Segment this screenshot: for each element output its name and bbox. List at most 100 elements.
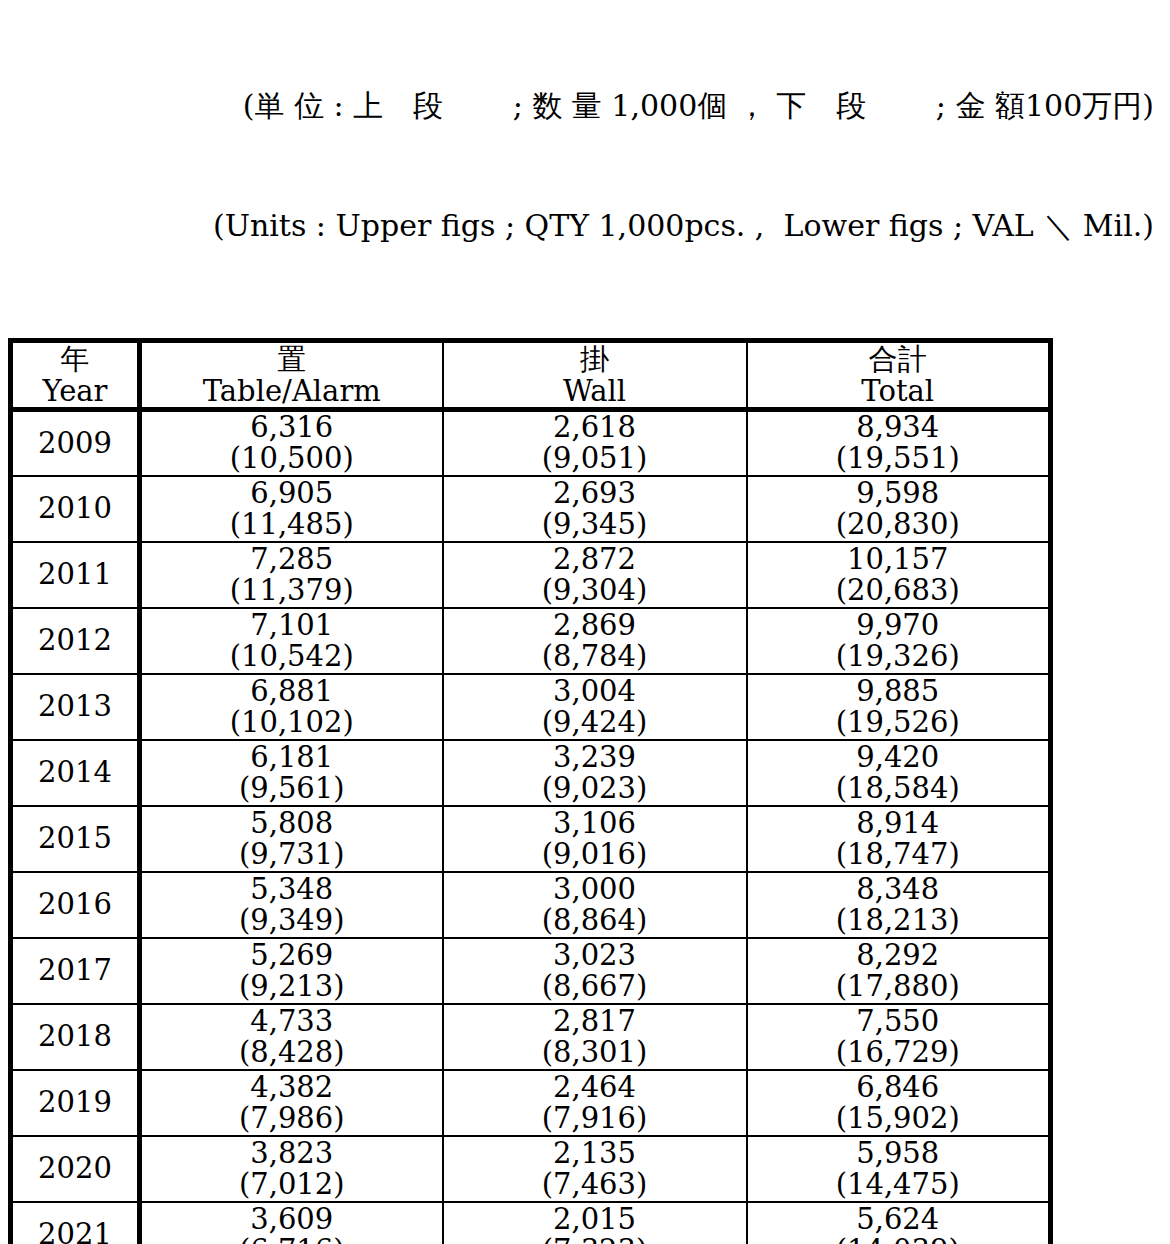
year-cell: 2016 (11, 872, 140, 938)
val-value: (8,428) (142, 1037, 442, 1068)
val-value: (8,667) (444, 971, 746, 1002)
val-value: (8,301) (444, 1037, 746, 1068)
val-value: (6,716) (142, 1235, 442, 1244)
year-cell: 2009 (11, 410, 140, 476)
val-value: (19,326) (748, 641, 1049, 672)
table-alarm-cell: 4,382(7,986) (140, 1070, 443, 1136)
clock-shipments-table: 年 Year 置 Table/Alarm 掛 Wall 合計 Total 200… (8, 338, 1053, 1244)
wall-cell: 3,023(8,667) (443, 938, 747, 1004)
qty-value: 2,464 (444, 1072, 746, 1103)
val-value: (8,784) (444, 641, 746, 672)
wall-cell: 2,464(7,916) (443, 1070, 747, 1136)
qty-value: 5,269 (142, 940, 442, 971)
wall-cell: 2,135(7,463) (443, 1136, 747, 1202)
table-row: 20146,181(9,561)3,239(9,023)9,420(18,584… (11, 740, 1051, 806)
table-alarm-cell: 3,823(7,012) (140, 1136, 443, 1202)
units-note-english: (Units : Upper figs ; QTY 1,000pcs. , Lo… (0, 206, 1154, 246)
qty-value: 6,846 (748, 1072, 1049, 1103)
table-row: 20175,269(9,213)3,023(8,667)8,292(17,880… (11, 938, 1051, 1004)
table-body: 20096,316(10,500)2,618(9,051)8,934(19,55… (11, 410, 1051, 1244)
qty-value: 3,106 (444, 808, 746, 839)
units-note: (単 位 : 上 段 ; 数 量 1,000個 ， 下 段 ; 金 額100万円… (0, 0, 1170, 330)
val-value: (9,424) (444, 707, 746, 738)
total-cell: 6,846(15,902) (747, 1070, 1051, 1136)
qty-value: 8,348 (748, 874, 1049, 905)
table-row: 20106,905(11,485)2,693(9,345)9,598(20,83… (11, 476, 1051, 542)
val-value: (18,213) (748, 905, 1049, 936)
table-alarm-cell: 3,609(6,716) (140, 1202, 443, 1244)
qty-value: 3,004 (444, 676, 746, 707)
year-cell: 2010 (11, 476, 140, 542)
qty-value: 2,817 (444, 1006, 746, 1037)
table-alarm-cell: 6,905(11,485) (140, 476, 443, 542)
col-header-total-en: Total (748, 375, 1049, 407)
total-cell: 9,598(20,830) (747, 476, 1051, 542)
total-cell: 5,958(14,475) (747, 1136, 1051, 1202)
val-value: (18,584) (748, 773, 1049, 804)
col-header-total: 合計 Total (747, 341, 1051, 410)
qty-value: 3,023 (444, 940, 746, 971)
year-cell: 2013 (11, 674, 140, 740)
col-header-table-alarm: 置 Table/Alarm (140, 341, 443, 410)
val-value: (9,023) (444, 773, 746, 804)
col-header-year: 年 Year (11, 341, 140, 410)
val-value: (18,747) (748, 839, 1049, 870)
table-row: 20194,382(7,986)2,464(7,916)6,846(15,902… (11, 1070, 1051, 1136)
year-cell: 2018 (11, 1004, 140, 1070)
qty-value: 6,181 (142, 742, 442, 773)
table-row: 20155,808(9,731)3,106(9,016)8,914(18,747… (11, 806, 1051, 872)
qty-value: 9,885 (748, 676, 1049, 707)
val-value: (10,500) (142, 443, 442, 474)
qty-value: 7,285 (142, 544, 442, 575)
qty-value: 7,550 (748, 1006, 1049, 1037)
val-value: (11,379) (142, 575, 442, 606)
qty-value: 6,905 (142, 478, 442, 509)
table-row: 20136,881(10,102)3,004(9,424)9,885(19,52… (11, 674, 1051, 740)
val-value: (14,039) (748, 1235, 1049, 1244)
val-value: (9,349) (142, 905, 442, 936)
total-cell: 8,914(18,747) (747, 806, 1051, 872)
qty-value: 7,101 (142, 610, 442, 641)
col-header-wall-en: Wall (444, 375, 746, 407)
val-value: (10,542) (142, 641, 442, 672)
qty-value: 2,135 (444, 1138, 746, 1169)
table-header: 年 Year 置 Table/Alarm 掛 Wall 合計 Total (11, 341, 1051, 410)
qty-value: 3,000 (444, 874, 746, 905)
wall-cell: 3,239(9,023) (443, 740, 747, 806)
wall-cell: 2,869(8,784) (443, 608, 747, 674)
val-value: (9,731) (142, 839, 442, 870)
total-cell: 8,292(17,880) (747, 938, 1051, 1004)
col-header-total-jp: 合計 (748, 343, 1049, 375)
year-cell: 2011 (11, 542, 140, 608)
year-cell: 2012 (11, 608, 140, 674)
qty-value: 3,823 (142, 1138, 442, 1169)
val-value: (9,051) (444, 443, 746, 474)
year-cell: 2021 (11, 1202, 140, 1244)
wall-cell: 2,872(9,304) (443, 542, 747, 608)
qty-value: 3,609 (142, 1204, 442, 1235)
total-cell: 7,550(16,729) (747, 1004, 1051, 1070)
col-header-year-jp: 年 (13, 343, 137, 375)
qty-value: 8,292 (748, 940, 1049, 971)
total-cell: 8,934(19,551) (747, 410, 1051, 476)
qty-value: 9,598 (748, 478, 1049, 509)
wall-cell: 3,004(9,424) (443, 674, 747, 740)
qty-value: 5,624 (748, 1204, 1049, 1235)
table-row: 20184,733(8,428)2,817(8,301)7,550(16,729… (11, 1004, 1051, 1070)
table-alarm-cell: 5,269(9,213) (140, 938, 443, 1004)
val-value: (14,475) (748, 1169, 1049, 1200)
total-cell: 10,157(20,683) (747, 542, 1051, 608)
table-row: 20096,316(10,500)2,618(9,051)8,934(19,55… (11, 410, 1051, 476)
units-note-japanese: (単 位 : 上 段 ; 数 量 1,000個 ， 下 段 ; 金 額100万円… (0, 86, 1154, 126)
val-value: (19,551) (748, 443, 1049, 474)
table-alarm-cell: 6,181(9,561) (140, 740, 443, 806)
year-cell: 2017 (11, 938, 140, 1004)
table-alarm-cell: 7,285(11,379) (140, 542, 443, 608)
val-value: (9,561) (142, 773, 442, 804)
table-alarm-cell: 6,316(10,500) (140, 410, 443, 476)
qty-value: 2,872 (444, 544, 746, 575)
qty-value: 6,316 (142, 412, 442, 443)
col-header-wall-jp: 掛 (444, 343, 746, 375)
table-row: 20213,609(6,716)2,015(7,323)5,624(14,039… (11, 1202, 1051, 1244)
col-header-table-alarm-en: Table/Alarm (142, 375, 442, 407)
